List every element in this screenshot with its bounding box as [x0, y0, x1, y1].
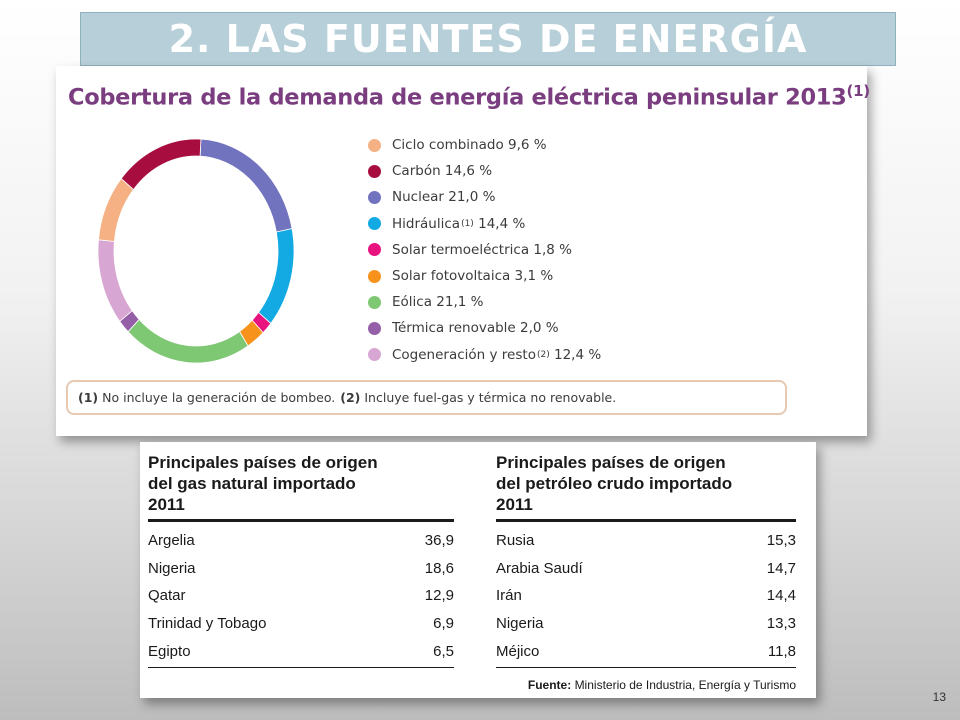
legend-dot — [368, 321, 381, 335]
source-text: Ministerio de Industria, Energía y Turis… — [574, 678, 796, 692]
country-cell: Arabia Saudí — [496, 559, 583, 577]
title-line: Principales países de origen — [148, 453, 378, 472]
table-row: Argelia 36,9 — [148, 527, 454, 555]
legend-dot — [368, 164, 381, 178]
legend-value: 12,4 % — [549, 346, 602, 363]
country-cell: Rusia — [496, 532, 535, 550]
country-cell: Méjico — [496, 642, 540, 660]
donut-slice-hidraulica — [257, 228, 295, 325]
title-line: del gas natural importado — [148, 474, 356, 493]
table-row: Méjico 11,8 — [496, 637, 796, 665]
legend-dot — [368, 190, 381, 204]
value-cell: 6,9 — [433, 615, 454, 633]
footnote-marker-1: (1) — [78, 390, 99, 405]
gas-import-table: Principales países de origen del gas nat… — [148, 452, 454, 668]
legend-dot — [368, 269, 381, 283]
legend-item-ciclo-combinado: Ciclo combinado 9,6 % — [368, 132, 601, 158]
legend-label: Carbón 14,6 % — [392, 163, 493, 180]
table-row: Egipto 6,5 — [148, 637, 454, 665]
oil-table-rows: Rusia 15,3 Arabia Saudí 14,7 Irán 14,4 Nige… — [496, 522, 796, 668]
legend-item-termica-renovable: Térmica renovable 2,0 % — [368, 315, 601, 341]
donut-chart — [97, 138, 295, 364]
oil-import-table: Principales países de origen del petróle… — [496, 452, 796, 668]
table-row: Irán 14,4 — [496, 582, 796, 610]
value-cell: 12,9 — [424, 587, 454, 605]
import-tables-panel: Principales países de origen del gas nat… — [140, 442, 816, 698]
chart-legend: Ciclo combinado 9,6 % Carbón 14,6 % Nucl… — [368, 132, 601, 368]
legend-label: Térmica renovable 2,0 % — [392, 320, 559, 337]
legend-label: Solar fotovoltaica 3,1 % — [392, 268, 554, 285]
donut-slice-ciclo-combinado — [98, 177, 135, 242]
gas-table-rows: Argelia 36,9 Nigeria 18,6 Qatar 12,9 Trinid… — [148, 522, 454, 668]
legend-item-solar-termoelectrica: Solar termoeléctrica 1,8 % — [368, 237, 601, 263]
value-cell: 11,8 — [767, 642, 796, 660]
legend-item-carbon: Carbón 14,6 % — [368, 158, 601, 184]
legend-item-nuclear: Nuclear 21,0 % — [368, 184, 601, 210]
page-number: 13 — [932, 690, 946, 704]
legend-label: Hidráulica — [392, 215, 461, 232]
legend-label: Eólica 21,1 % — [392, 294, 484, 311]
donut-slice-eolica — [127, 318, 249, 364]
title-line: Principales países de origen — [496, 453, 726, 472]
legend-label: Nuclear 21,0 % — [392, 189, 496, 206]
value-cell: 6,5 — [433, 642, 454, 660]
value-cell: 14,4 — [766, 587, 796, 605]
footnote-text-1: No incluye la generación de bombeo. — [102, 390, 336, 405]
legend-item-hidraulica: Hidráulica (1) 14,4 % — [368, 211, 601, 237]
table-row: Arabia Saudí 14,7 — [496, 555, 796, 583]
legend-dot — [368, 243, 381, 257]
table-row: Nigeria 18,6 — [148, 555, 454, 583]
source-label: Fuente: — [527, 678, 572, 692]
footnote-marker-2: (2) — [340, 390, 361, 405]
value-cell: 36,9 — [424, 532, 454, 550]
title-line: 2011 — [496, 495, 533, 514]
chart-title-note: (1) — [846, 82, 871, 100]
value-cell: 13,3 — [766, 615, 796, 633]
legend-dot — [368, 217, 381, 231]
legend-item-cogeneracion: Cogeneración y resto (2) 12,4 % — [368, 342, 601, 368]
legend-item-eolica: Eólica 21,1 % — [368, 289, 601, 315]
value-cell: 18,6 — [424, 559, 454, 577]
legend-note: (1) — [461, 218, 474, 229]
footnote-text-2: Incluye fuel-gas y térmica no renovable. — [364, 390, 617, 405]
value-cell: 15,3 — [766, 532, 796, 550]
oil-table-title: Principales países de origen del petróle… — [496, 452, 796, 522]
country-cell: Nigeria — [496, 615, 544, 633]
slide-title: 2. LAS FUENTES DE ENERGÍA — [168, 17, 808, 61]
title-line: del petróleo crudo importado — [496, 474, 733, 493]
country-cell: Nigeria — [148, 559, 196, 577]
legend-dot — [368, 348, 381, 362]
table-row: Trinidad y Tobago 6,9 — [148, 610, 454, 638]
legend-label: Cogeneración y resto — [392, 346, 536, 363]
chart-title: Cobertura de la demanda de energía eléct… — [68, 82, 870, 111]
country-cell: Trinidad y Tobago — [148, 615, 267, 633]
legend-label: Ciclo combinado 9,6 % — [392, 137, 547, 154]
legend-label: Solar termoeléctrica 1,8 % — [392, 241, 572, 258]
value-cell: 14,7 — [766, 559, 796, 577]
legend-value: 14,4 % — [473, 215, 526, 232]
legend-dot — [368, 295, 381, 309]
country-cell: Argelia — [148, 532, 195, 550]
donut-slice-nuclear — [199, 138, 293, 233]
chart-title-text: Cobertura de la demanda de energía eléct… — [68, 84, 847, 111]
chart-footnote: (1) No incluye la generación de bombeo. … — [66, 380, 787, 415]
country-cell: Qatar — [148, 587, 186, 605]
legend-note: (2) — [536, 349, 550, 360]
legend-item-solar-fotovoltaica: Solar fotovoltaica 3,1 % — [368, 263, 601, 289]
source-note: Fuente: Ministerio de Industria, Energía… — [528, 678, 796, 692]
table-row: Rusia 15,3 — [496, 527, 796, 555]
donut-slice-cogeneracion-y-resto — [97, 239, 133, 322]
table-row: Nigeria 13,3 — [496, 610, 796, 638]
gas-table-title: Principales países de origen del gas nat… — [148, 452, 454, 522]
country-cell: Irán — [496, 587, 522, 605]
legend-dot — [368, 138, 381, 152]
slide-title-banner: 2. LAS FUENTES DE ENERGÍA — [80, 12, 896, 66]
country-cell: Egipto — [148, 642, 191, 660]
title-line: 2011 — [148, 495, 185, 514]
donut-slice-carbon — [120, 138, 202, 191]
chart-panel: Cobertura de la demanda de energía eléct… — [56, 66, 870, 436]
table-row: Qatar 12,9 — [148, 582, 454, 610]
